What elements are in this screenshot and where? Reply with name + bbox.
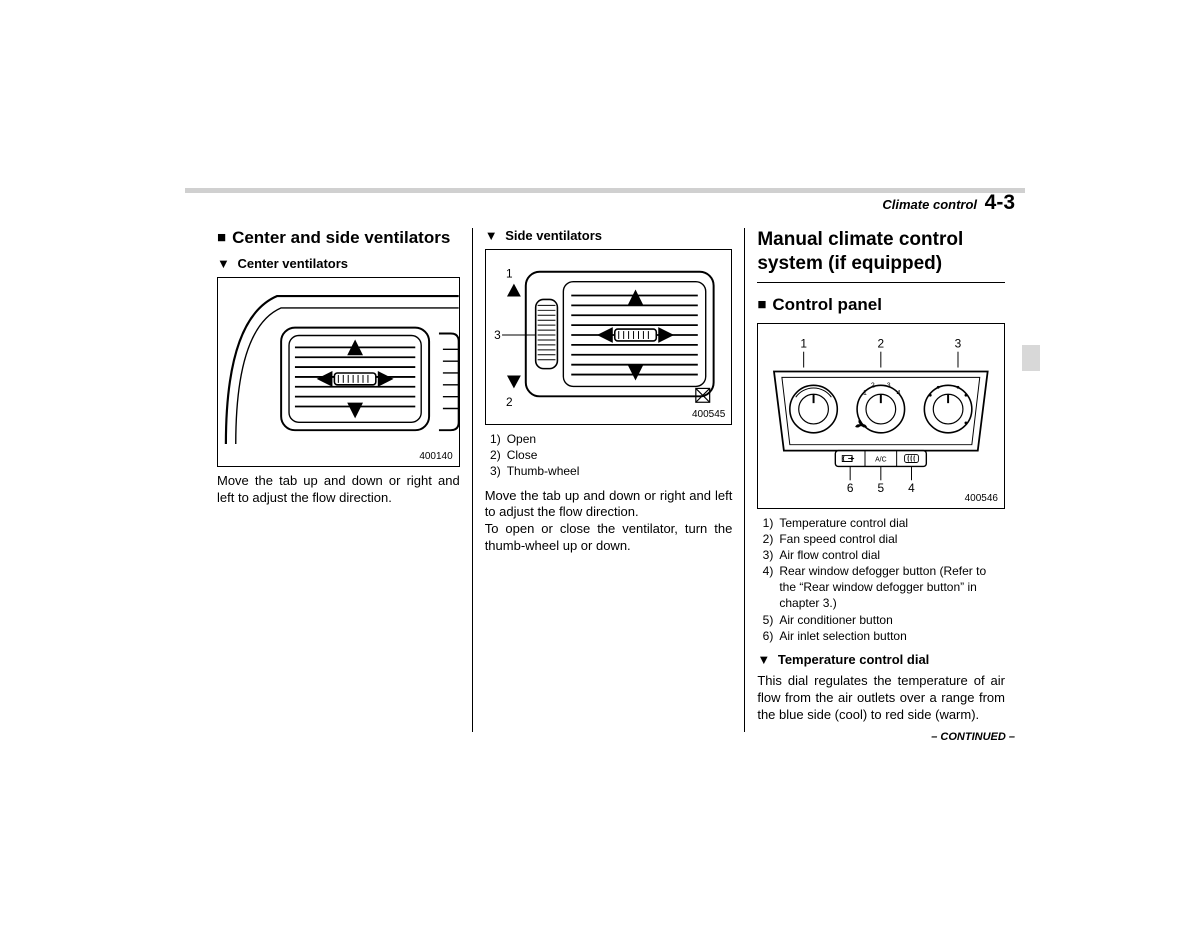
legend-control-panel: 1)Temperature control dial 2)Fan speed c… xyxy=(757,515,1005,645)
legend-row: 3)Air flow control dial xyxy=(757,547,1005,563)
subheading-side-ventilators: ▼ Side ventilators xyxy=(485,228,733,243)
legend-row: 1)Open xyxy=(485,431,733,447)
page-edge-tab xyxy=(1022,345,1040,371)
figure-number: 400140 xyxy=(419,451,452,462)
svg-text:2: 2 xyxy=(871,382,875,389)
content-columns: ■ Center and side ventilators ▼ Center v… xyxy=(217,228,1017,732)
legend-row: 6)Air inlet selection button xyxy=(757,628,1005,644)
legend-row: 2)Fan speed control dial xyxy=(757,531,1005,547)
svg-text:4: 4 xyxy=(897,390,901,397)
legend-row: 3)Thumb-wheel xyxy=(485,463,733,479)
figure-side-ventilator: 1 2 3 400545 xyxy=(485,249,733,425)
callout-3: 3 xyxy=(955,336,962,350)
page-number: 4-3 xyxy=(985,191,1015,214)
continued-marker: – CONTINUED – xyxy=(931,731,1015,743)
subheading-temp-dial: ▼ Temperature control dial xyxy=(757,652,1005,667)
column-2: ▼ Side ventilators xyxy=(472,228,745,732)
subheading-text: Temperature control dial xyxy=(778,652,929,667)
heading-text: Control panel xyxy=(772,295,882,315)
callout-2: 2 xyxy=(878,336,885,350)
callout-1: 1 xyxy=(506,267,513,281)
triangle-bullet-icon: ▼ xyxy=(485,228,498,243)
callout-3: 3 xyxy=(494,328,501,342)
legend-row: 1)Temperature control dial xyxy=(757,515,1005,531)
subheading-text: Center ventilators xyxy=(238,256,349,271)
heading-underline xyxy=(757,282,1005,283)
legend-row: 5)Air conditioner button xyxy=(757,612,1005,628)
callout-2: 2 xyxy=(506,395,513,409)
heading-manual-climate: Manual climate control system (if equipp… xyxy=(757,228,1005,276)
legend-side-vent: 1)Open 2)Close 3)Thumb-wheel xyxy=(485,431,733,480)
heading-text: Center and side ventilators xyxy=(232,228,450,248)
body-side-vent: Move the tab up and down or right and le… xyxy=(485,488,733,556)
column-3: Manual climate control system (if equipp… xyxy=(744,228,1017,732)
header-section: Climate control 4-3 xyxy=(882,191,1015,215)
control-panel-illustration: 1 2 3 1 2 xyxy=(758,324,1004,508)
callout-6: 6 xyxy=(847,481,854,495)
callout-4: 4 xyxy=(909,481,916,495)
subheading-text: Side ventilators xyxy=(505,228,602,243)
figure-center-ventilator: 400140 xyxy=(217,277,460,467)
subheading-center-ventilators: ▼ Center ventilators xyxy=(217,256,460,271)
triangle-bullet-icon: ▼ xyxy=(217,256,230,271)
side-vent-illustration: 1 2 3 xyxy=(486,250,732,424)
square-bullet-icon: ■ xyxy=(217,228,226,248)
legend-row: 4)Rear window defogger button (Refer to … xyxy=(757,563,1005,612)
body-temp-dial: This dial regulates the temperature of a… xyxy=(757,673,1005,724)
figure-number: 400545 xyxy=(692,409,725,420)
callout-1: 1 xyxy=(801,336,808,350)
center-vent-illustration xyxy=(218,278,459,466)
figure-control-panel: 1 2 3 1 2 xyxy=(757,323,1005,509)
heading-center-side-ventilators: ■ Center and side ventilators xyxy=(217,228,460,248)
heading-control-panel: ■ Control panel xyxy=(757,295,1005,315)
legend-row: 2)Close xyxy=(485,447,733,463)
triangle-bullet-icon: ▼ xyxy=(757,652,770,667)
column-1: ■ Center and side ventilators ▼ Center v… xyxy=(217,228,472,732)
body-center-vent: Move the tab up and down or right and le… xyxy=(217,473,460,507)
svg-text:3: 3 xyxy=(887,382,891,389)
square-bullet-icon: ■ xyxy=(757,295,766,315)
svg-text:1: 1 xyxy=(863,390,867,397)
header-section-text: Climate control xyxy=(882,197,977,212)
figure-number: 400546 xyxy=(965,493,998,504)
callout-5: 5 xyxy=(878,481,885,495)
ac-button-label: A/C xyxy=(875,456,887,463)
